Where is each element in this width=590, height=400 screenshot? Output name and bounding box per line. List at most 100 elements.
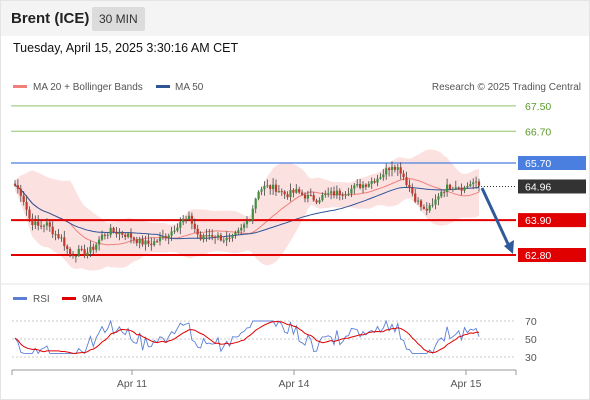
level-label-target: 67.50 — [525, 101, 551, 113]
candle-body — [277, 191, 280, 193]
candle-body — [356, 184, 359, 186]
legend-ma20: MA 20 + Bollinger Bands — [33, 82, 143, 93]
candle-body — [405, 177, 408, 185]
legend-swatch-ma50 — [156, 85, 170, 88]
forecast-arrow-shaft — [480, 187, 510, 245]
candle-body — [106, 234, 109, 236]
candle-body — [376, 178, 379, 183]
candle-body — [127, 233, 130, 237]
legend-swatch-rsi — [13, 297, 27, 300]
candle-body — [440, 191, 443, 197]
candle-body — [176, 227, 179, 231]
candle-body — [344, 194, 347, 196]
interval-badge[interactable]: 30 MIN — [92, 7, 145, 31]
candle-body — [167, 235, 170, 238]
candle-body — [164, 236, 167, 238]
moving-averages — [14, 178, 480, 246]
candle-body — [361, 184, 365, 188]
level-label-box-pivot — [518, 213, 586, 228]
candle-body — [34, 221, 37, 225]
candle-body — [240, 227, 243, 231]
candle-body — [364, 184, 367, 187]
candle-body — [332, 191, 336, 196]
candle-body — [71, 255, 75, 256]
candle-body — [13, 183, 17, 186]
candle-body — [472, 182, 475, 185]
candle-body — [274, 184, 278, 192]
candle-body — [330, 191, 333, 194]
candle-body — [190, 215, 193, 224]
candle-body — [257, 191, 260, 199]
candle-body — [182, 219, 185, 223]
candle-body — [245, 220, 249, 225]
arrow-down-icon — [480, 187, 514, 254]
candle-body — [289, 189, 292, 198]
candle-body — [373, 181, 376, 183]
candle-body — [477, 181, 481, 186]
candle-body — [315, 200, 318, 203]
candle-body — [437, 196, 440, 200]
legend-swatch-ma20 — [13, 85, 27, 88]
candle-body — [153, 241, 156, 246]
candle-body — [251, 208, 254, 221]
candle-body — [51, 226, 54, 235]
candle-body — [448, 184, 452, 190]
candle-body — [173, 230, 176, 232]
candle-body — [132, 237, 135, 240]
candle-body — [115, 232, 118, 235]
candle-body — [103, 234, 106, 236]
candle-body — [19, 188, 22, 196]
candle-body — [144, 240, 147, 245]
candle-body — [22, 195, 25, 202]
candle-body — [390, 166, 394, 170]
candle-body — [419, 200, 423, 207]
candle-body — [295, 189, 298, 193]
candle-body — [89, 246, 92, 253]
candle-body — [185, 218, 188, 220]
candle-body — [309, 194, 312, 196]
candle-body — [225, 237, 228, 241]
candle-body — [60, 237, 63, 239]
candle-body — [54, 234, 57, 236]
candle-body — [69, 249, 72, 255]
candle-body — [327, 193, 330, 195]
candle-body — [338, 190, 341, 195]
candle-body — [460, 187, 463, 191]
x-tick-label-apr15: Apr 15 — [451, 378, 482, 390]
candle-body — [141, 239, 144, 245]
candle-body — [205, 235, 208, 237]
candle-body — [292, 189, 295, 193]
candle-body — [222, 240, 225, 242]
candle-body — [124, 234, 127, 237]
candle-body — [25, 201, 28, 210]
candle-body — [196, 228, 199, 235]
candle-body — [16, 185, 19, 189]
candle-body — [312, 195, 315, 201]
candle-body — [370, 181, 373, 184]
candle-body — [451, 188, 454, 190]
price-levels — [11, 105, 516, 256]
level-label-pivot: 63.90 — [525, 215, 551, 227]
candle-body — [170, 231, 173, 236]
candle-body — [37, 221, 40, 226]
level-label-resistance: 65.70 — [525, 158, 551, 170]
candle-body — [48, 222, 51, 227]
candle-body — [219, 235, 222, 241]
candle-body — [158, 237, 162, 242]
candle-body — [150, 243, 153, 246]
candle-body — [263, 186, 266, 190]
candle-body — [396, 167, 399, 170]
candle-body — [109, 227, 112, 235]
candle-body — [95, 244, 98, 250]
candle-body — [393, 166, 396, 170]
candle-body — [63, 237, 66, 247]
legend-ma50: MA 50 — [175, 82, 204, 93]
candle-body — [211, 235, 214, 237]
candle-body — [199, 234, 202, 240]
candle-body — [335, 190, 338, 196]
candle-body — [254, 198, 257, 209]
level-label-target: 66.70 — [525, 126, 551, 138]
candle-body — [298, 189, 301, 193]
candle-body — [301, 192, 304, 195]
candle-body — [260, 189, 263, 192]
